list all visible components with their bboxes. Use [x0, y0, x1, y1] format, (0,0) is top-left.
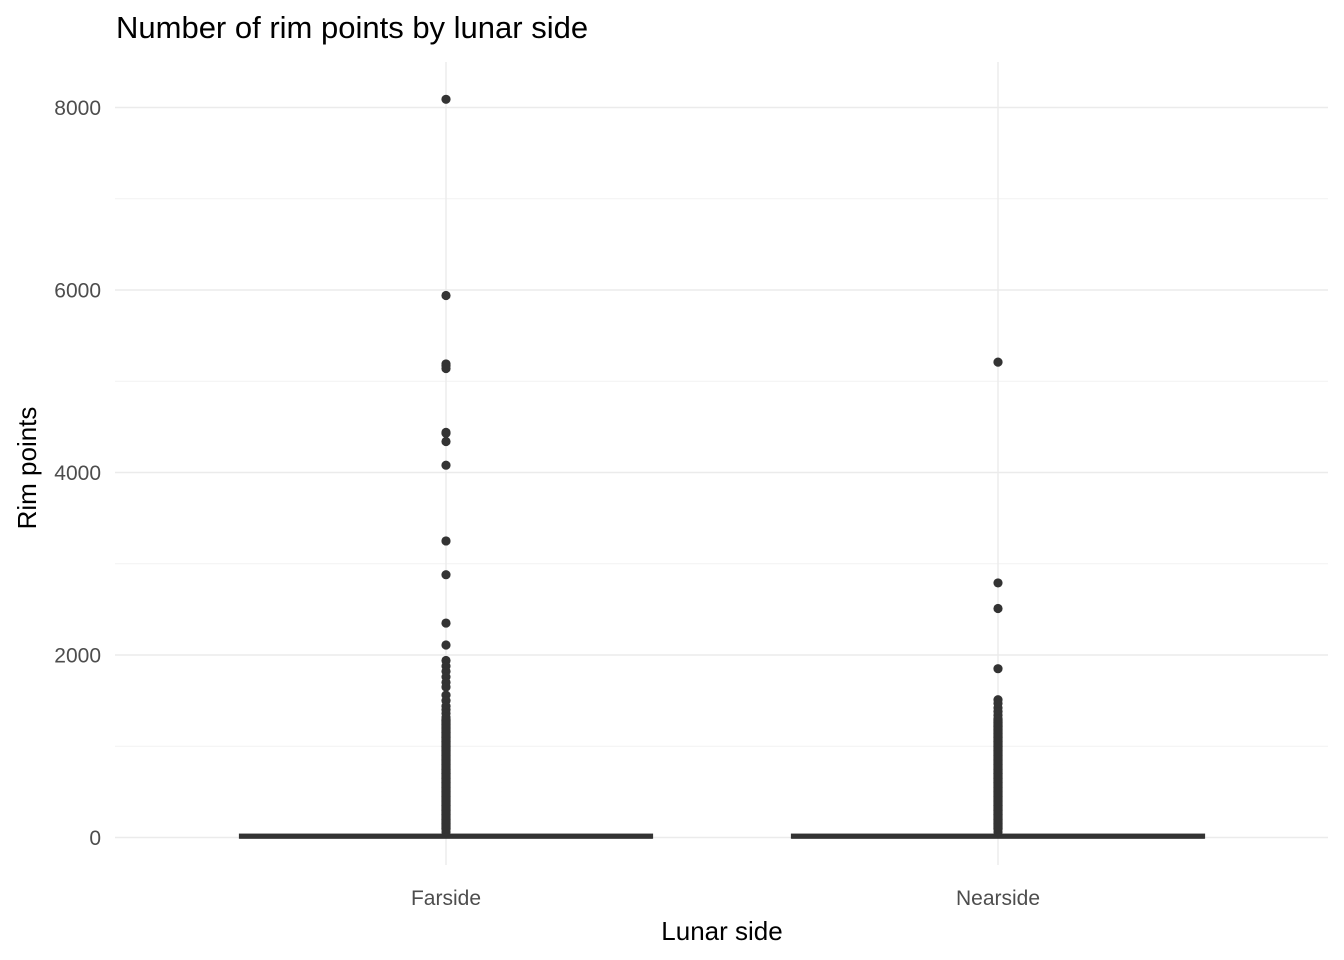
- outlier-point: [441, 682, 451, 692]
- outlier-dense-band: [441, 714, 451, 834]
- outlier-point: [441, 570, 451, 580]
- tick-label-layer: 0 2000 4000 6000 8000 Farside Nearside: [54, 97, 1040, 910]
- y-tick-label: 0: [89, 827, 101, 850]
- y-axis-title: Rim points: [12, 407, 42, 530]
- chart-title: Number of rim points by lunar side: [116, 10, 589, 45]
- outlier-point: [441, 536, 451, 546]
- outlier-point: [993, 664, 1003, 674]
- y-tick-label: 8000: [54, 97, 101, 120]
- outlier-point: [441, 460, 451, 470]
- outlier-point: [993, 578, 1003, 588]
- x-axis-title: Lunar side: [661, 916, 782, 946]
- outlier-point: [441, 618, 451, 628]
- outlier-layer: [441, 94, 1003, 837]
- outlier-dense-band: [993, 714, 1003, 834]
- y-tick-label: 2000: [54, 645, 101, 668]
- y-tick-label: 4000: [54, 462, 101, 485]
- outlier-point: [993, 357, 1003, 367]
- outlier-point: [441, 94, 451, 104]
- outlier-point: [441, 290, 451, 301]
- x-tick-label: Nearside: [956, 887, 1040, 910]
- outlier-point: [441, 640, 451, 650]
- x-tick-label: Farside: [411, 887, 481, 910]
- outlier-point: [441, 436, 451, 447]
- outlier-point: [441, 363, 451, 374]
- y-tick-label: 6000: [54, 280, 101, 303]
- grid-layer: [115, 62, 1328, 865]
- outlier-point: [993, 603, 1003, 614]
- outlier-point: [441, 428, 451, 438]
